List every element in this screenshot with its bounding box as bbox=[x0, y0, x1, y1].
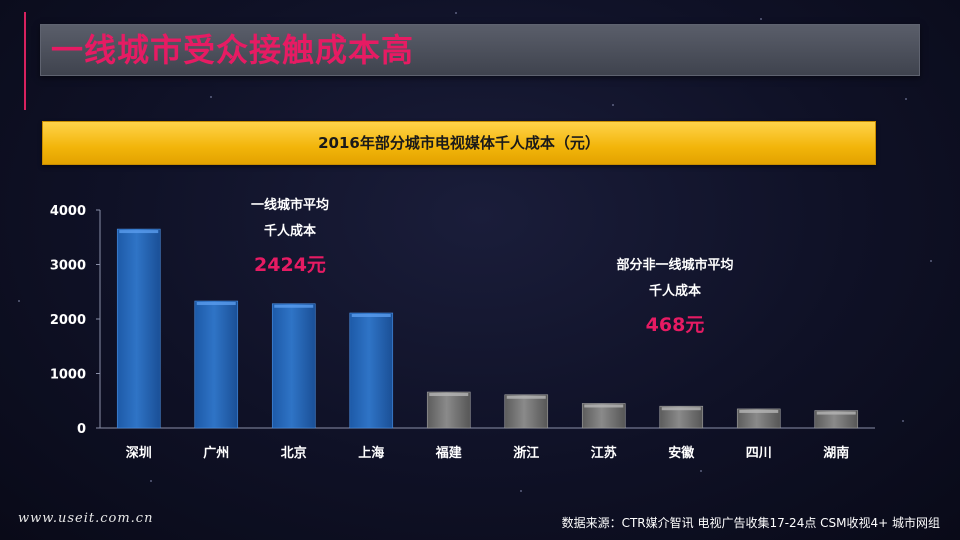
bar-highlight bbox=[661, 407, 701, 411]
x-tick-label: 湖南 bbox=[823, 445, 849, 461]
x-tick-label: 四川 bbox=[746, 446, 772, 461]
tier1-average-annotation: 一线城市平均 千人成本 2424元 bbox=[225, 193, 355, 285]
non-tier1-average-annotation: 部分非一线城市平均 千人成本 468元 bbox=[595, 253, 755, 345]
bar-tier1 bbox=[271, 303, 316, 429]
tier1-annotation-line2: 千人成本 bbox=[263, 224, 316, 239]
bar-highlight bbox=[584, 404, 624, 408]
bar-tier1 bbox=[194, 300, 239, 429]
y-tick-label: 3000 bbox=[50, 259, 86, 274]
page-title: 一线城市受众接触成本高 bbox=[51, 31, 415, 69]
non-tier1-annotation-value: 468元 bbox=[645, 314, 705, 336]
bar-other bbox=[736, 408, 781, 429]
x-tick-label: 安徽 bbox=[668, 445, 695, 461]
chart-title-bar: 2016年部分城市电视媒体千人成本（元） bbox=[42, 121, 876, 165]
bar-other bbox=[504, 394, 549, 429]
bar-other bbox=[581, 403, 626, 429]
x-tick-label: 上海 bbox=[358, 445, 384, 461]
x-tick-label: 广州 bbox=[203, 445, 229, 461]
title-bar: 一线城市受众接触成本高 bbox=[40, 24, 920, 76]
bar-highlight bbox=[196, 302, 236, 306]
tier1-annotation-value: 2424元 bbox=[254, 254, 326, 276]
bar-highlight bbox=[506, 395, 546, 399]
x-tick-label: 江苏 bbox=[591, 445, 617, 461]
bar-other bbox=[814, 410, 859, 429]
y-tick-label: 4000 bbox=[50, 204, 86, 219]
bar-highlight bbox=[816, 411, 856, 415]
bar-other bbox=[659, 405, 704, 429]
y-tick-label: 2000 bbox=[50, 313, 86, 328]
x-tick-label: 北京 bbox=[281, 445, 307, 461]
bar-highlight bbox=[351, 314, 391, 318]
tier1-annotation-line1: 一线城市平均 bbox=[250, 198, 329, 213]
bar-other bbox=[426, 391, 471, 429]
bar-highlight bbox=[119, 230, 159, 234]
chart-title: 2016年部分城市电视媒体千人成本（元） bbox=[318, 134, 600, 152]
bar-tier1 bbox=[349, 312, 394, 429]
title-accent-line bbox=[24, 12, 26, 110]
bar-highlight bbox=[274, 304, 314, 308]
non-tier1-annotation-line1: 部分非一线城市平均 bbox=[616, 258, 734, 273]
bar-highlight bbox=[429, 393, 469, 397]
x-tick-label: 深圳 bbox=[126, 445, 152, 461]
y-tick-label: 1000 bbox=[50, 368, 86, 383]
data-source-note: 数据来源：CTR媒介智讯 电视广告收集17-24点 CSM收视4+ 城市网组 bbox=[561, 516, 940, 530]
x-tick-label: 福建 bbox=[435, 445, 462, 461]
bar-tier1 bbox=[116, 228, 161, 429]
website-watermark: www.useit.com.cn bbox=[18, 511, 154, 526]
bar-highlight bbox=[739, 409, 779, 413]
x-tick-label: 浙江 bbox=[513, 445, 539, 461]
non-tier1-annotation-line2: 千人成本 bbox=[648, 284, 701, 299]
y-tick-label: 0 bbox=[77, 422, 86, 437]
